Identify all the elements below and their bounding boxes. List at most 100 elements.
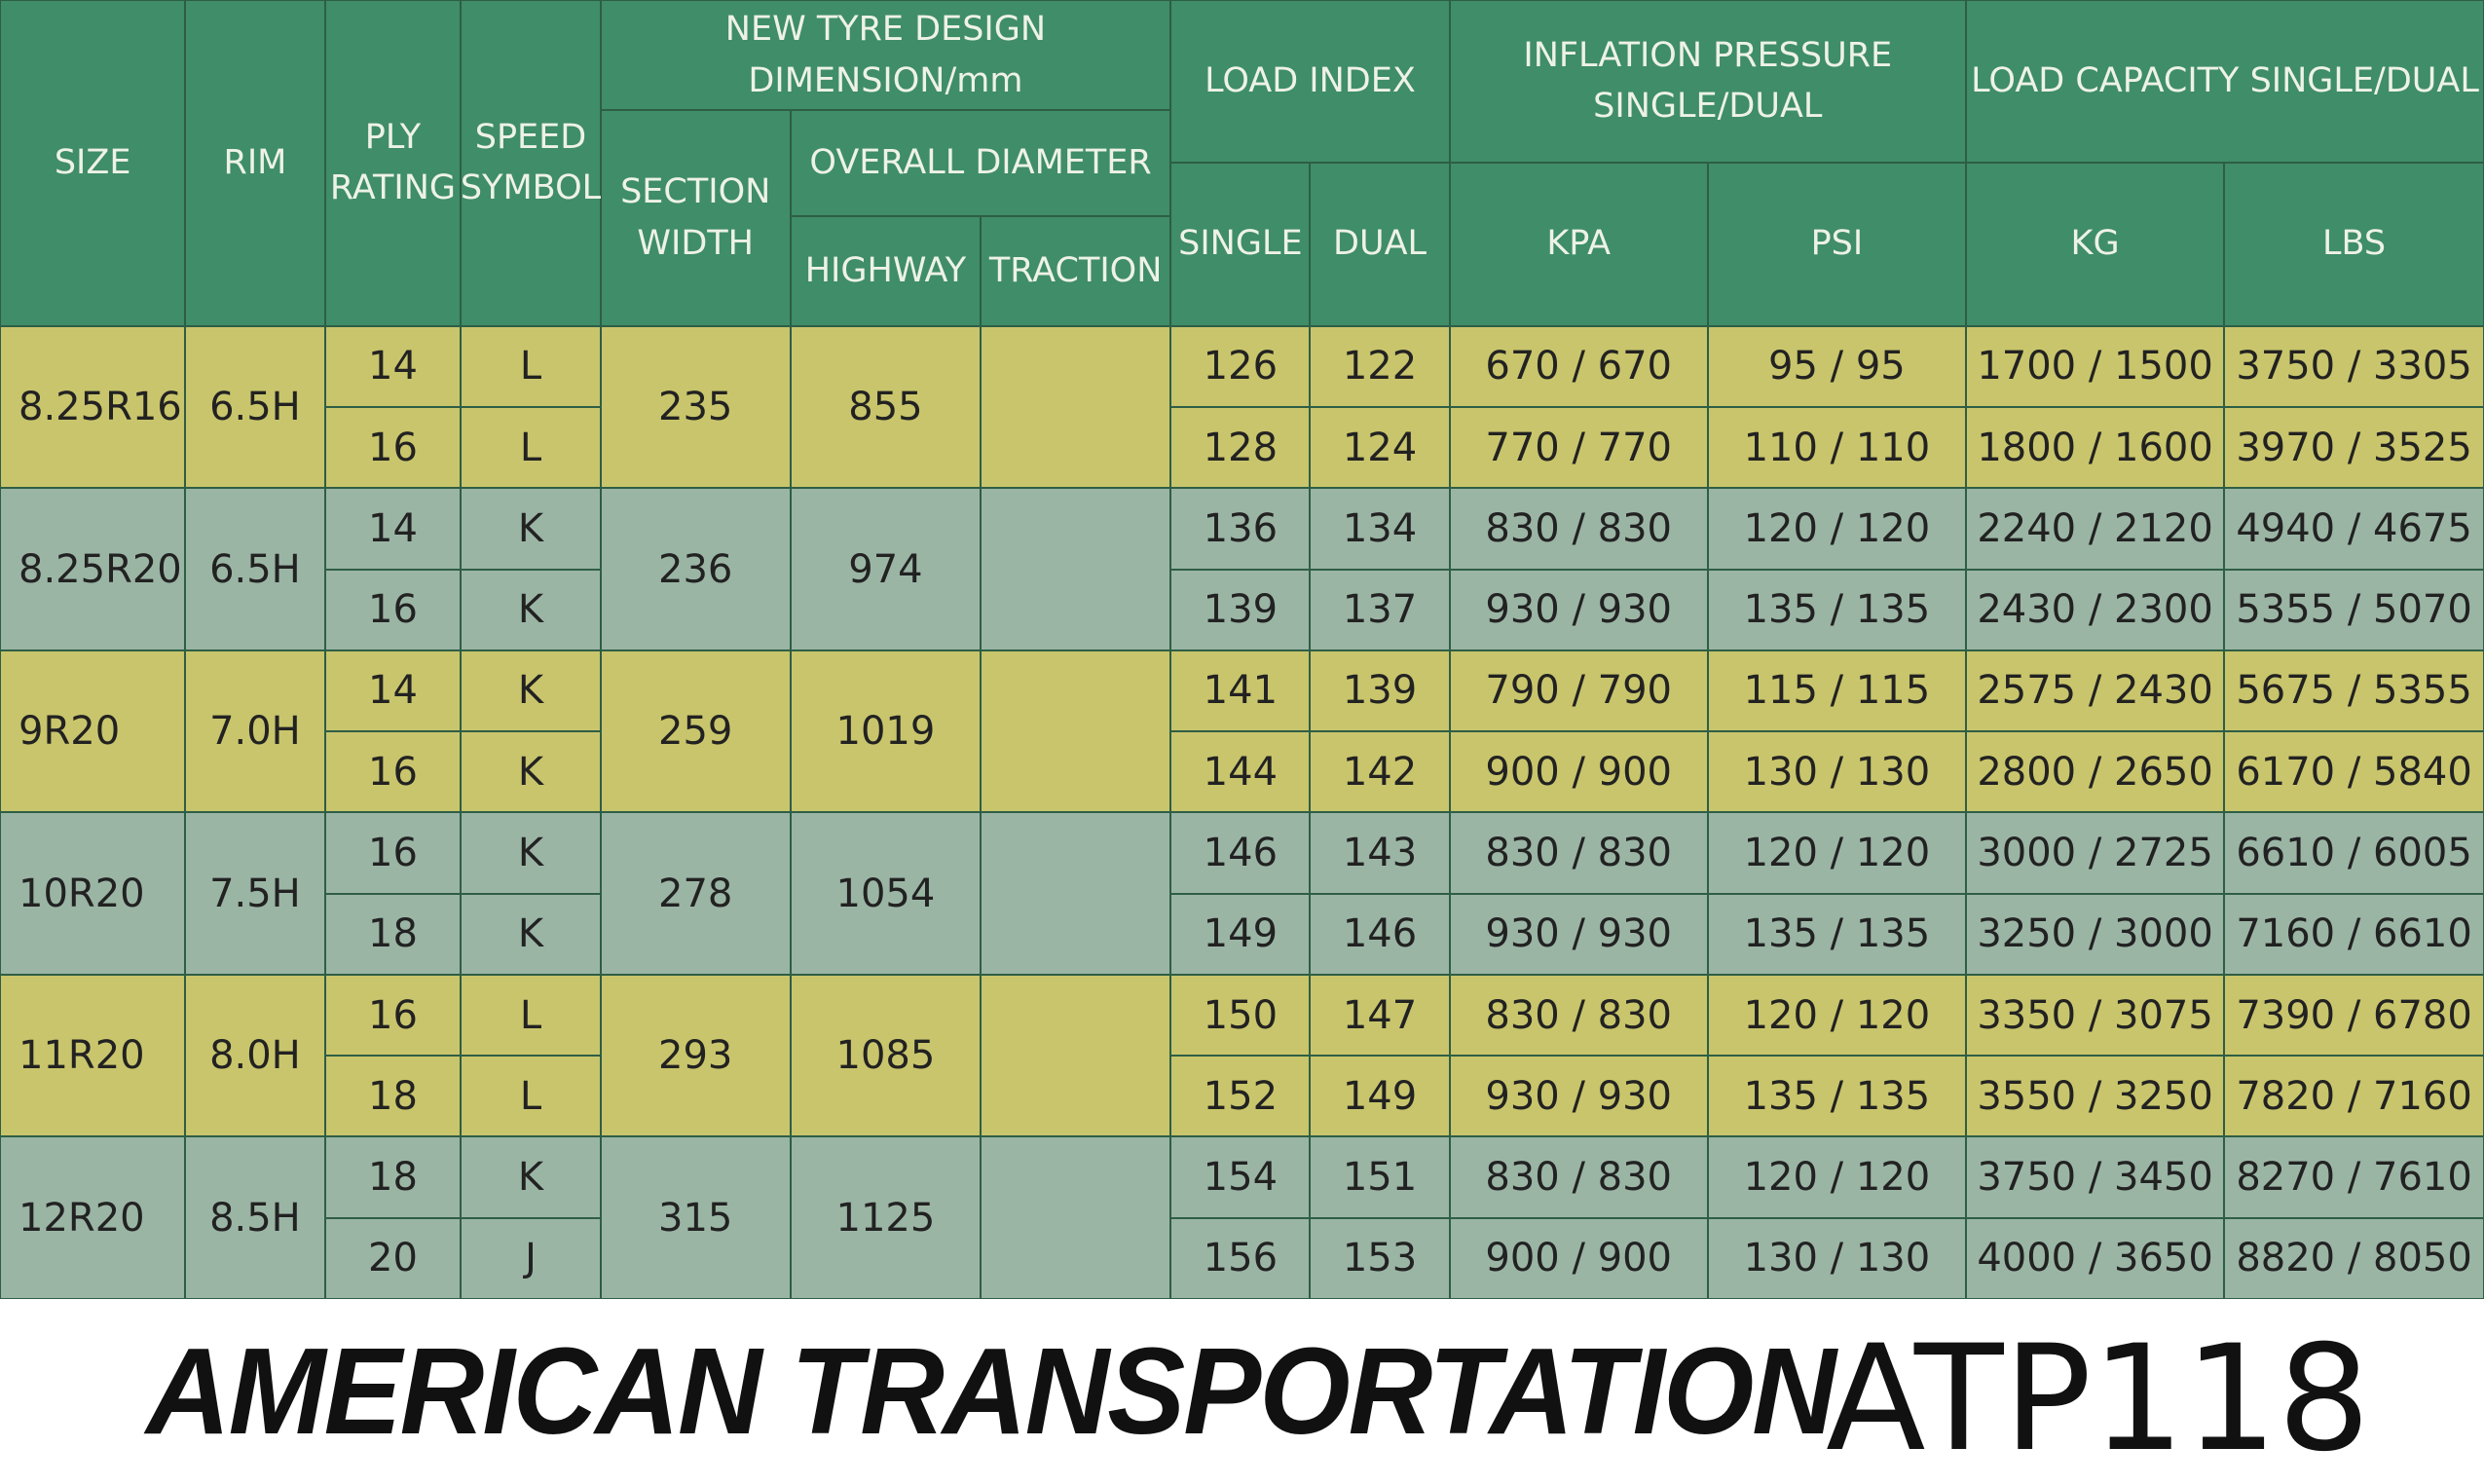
- header-cell: SINGLE: [1170, 162, 1311, 326]
- single-cell: 139: [1170, 569, 1311, 650]
- header-cell: KPA: [1449, 162, 1708, 326]
- psi-cell: 130 / 130: [1707, 1217, 1966, 1300]
- lbs-cell: 8270 / 7610: [2224, 1136, 2484, 1218]
- size-cell: 10R20: [0, 812, 186, 975]
- psi-cell: 120 / 120: [1707, 812, 1966, 894]
- dual-cell: 146: [1310, 893, 1450, 975]
- ply-cell: 16: [324, 812, 462, 894]
- traction-cell: [981, 812, 1171, 975]
- kpa-cell: 830 / 830: [1449, 812, 1708, 894]
- highway-cell: 1125: [790, 1136, 982, 1300]
- lbs-cell: 3970 / 3525: [2224, 407, 2484, 489]
- rim-cell: 8.5H: [185, 1136, 325, 1300]
- single-cell: 144: [1170, 731, 1311, 813]
- speed-cell: L: [461, 974, 601, 1057]
- ply-cell: 16: [324, 569, 462, 650]
- ply-cell: 16: [324, 731, 462, 813]
- psi-cell: 110 / 110: [1707, 407, 1966, 489]
- kpa-cell: 930 / 930: [1449, 569, 1708, 650]
- kpa-cell: 770 / 770: [1449, 407, 1708, 489]
- psi-cell: 130 / 130: [1707, 731, 1966, 813]
- size-cell: 12R20: [0, 1136, 186, 1300]
- header-cell: PLY RATING: [324, 0, 462, 326]
- kg-cell: 1700 / 1500: [1965, 325, 2225, 407]
- section-width-cell: 315: [600, 1136, 791, 1300]
- ply-cell: 14: [324, 325, 462, 407]
- section-width-cell: 259: [600, 649, 791, 813]
- dual-cell: 124: [1310, 407, 1450, 489]
- lbs-cell: 8820 / 8050: [2224, 1217, 2484, 1300]
- ply-cell: 18: [324, 1136, 462, 1218]
- size-cell: 8.25R16: [0, 325, 186, 489]
- traction-cell: [981, 325, 1171, 489]
- header-cell: KG: [1965, 162, 2225, 326]
- kg-cell: 2575 / 2430: [1965, 649, 2225, 732]
- ply-cell: 14: [324, 649, 462, 732]
- kg-cell: 2430 / 2300: [1965, 569, 2225, 650]
- ply-cell: 16: [324, 407, 462, 489]
- dual-cell: 122: [1310, 325, 1450, 407]
- header-cell: RIM: [185, 0, 325, 326]
- speed-cell: L: [461, 407, 601, 489]
- single-cell: 141: [1170, 649, 1311, 732]
- ply-cell: 18: [324, 1056, 462, 1137]
- kg-cell: 3550 / 3250: [1965, 1056, 2225, 1137]
- section-width-cell: 236: [600, 488, 791, 650]
- traction-cell: [981, 488, 1171, 650]
- lbs-cell: 4940 / 4675: [2224, 488, 2484, 570]
- header-cell: PSI: [1707, 162, 1966, 326]
- model-name: ATP118: [1826, 1315, 2371, 1484]
- kpa-cell: 930 / 930: [1449, 1056, 1708, 1137]
- dual-cell: 137: [1310, 569, 1450, 650]
- lbs-cell: 3750 / 3305: [2224, 325, 2484, 407]
- header-cell: SPEED SYMBOL: [461, 0, 601, 326]
- header-cell: INFLATION PRESSURE SINGLE/DUAL: [1449, 0, 1966, 163]
- kpa-cell: 790 / 790: [1449, 649, 1708, 732]
- kpa-cell: 670 / 670: [1449, 325, 1708, 407]
- kpa-cell: 830 / 830: [1449, 974, 1708, 1057]
- kg-cell: 3350 / 3075: [1965, 974, 2225, 1057]
- ply-cell: 14: [324, 488, 462, 570]
- traction-cell: [981, 1136, 1171, 1300]
- header-cell: DUAL: [1310, 162, 1450, 326]
- highway-cell: 855: [790, 325, 982, 489]
- kpa-cell: 900 / 900: [1449, 1217, 1708, 1300]
- single-cell: 154: [1170, 1136, 1311, 1218]
- dual-cell: 142: [1310, 731, 1450, 813]
- ply-cell: 16: [324, 974, 462, 1057]
- header-cell: HIGHWAY: [790, 215, 982, 326]
- section-width-cell: 235: [600, 325, 791, 489]
- psi-cell: 135 / 135: [1707, 569, 1966, 650]
- single-cell: 146: [1170, 812, 1311, 894]
- lbs-cell: 5675 / 5355: [2224, 649, 2484, 732]
- highway-cell: 1085: [790, 974, 982, 1137]
- rim-cell: 6.5H: [185, 325, 325, 489]
- speed-cell: K: [461, 893, 601, 975]
- brand-logo: AMERICAN TRANSPORTATION: [146, 1322, 1836, 1461]
- single-cell: 128: [1170, 407, 1311, 489]
- lbs-cell: 6610 / 6005: [2224, 812, 2484, 894]
- psi-cell: 120 / 120: [1707, 1136, 1966, 1218]
- psi-cell: 120 / 120: [1707, 488, 1966, 570]
- psi-cell: 115 / 115: [1707, 649, 1966, 732]
- dual-cell: 139: [1310, 649, 1450, 732]
- header-cell: SECTION WIDTH: [600, 110, 791, 326]
- ply-cell: 20: [324, 1217, 462, 1300]
- header-cell: OVERALL DIAMETER: [790, 110, 1171, 216]
- header-cell: LOAD CAPACITY SINGLE/DUAL: [1965, 0, 2484, 163]
- rim-cell: 8.0H: [185, 974, 325, 1137]
- lbs-cell: 6170 / 5840: [2224, 731, 2484, 813]
- dual-cell: 143: [1310, 812, 1450, 894]
- highway-cell: 1019: [790, 649, 982, 813]
- lbs-cell: 7390 / 6780: [2224, 974, 2484, 1057]
- highway-cell: 974: [790, 488, 982, 650]
- size-cell: 8.25R20: [0, 488, 186, 650]
- speed-cell: K: [461, 569, 601, 650]
- speed-cell: K: [461, 1136, 601, 1218]
- header-cell: TRACTION: [981, 215, 1171, 326]
- psi-cell: 135 / 135: [1707, 893, 1966, 975]
- header-cell: NEW TYRE DESIGN DIMENSION/mm: [600, 0, 1171, 111]
- speed-cell: K: [461, 488, 601, 570]
- section-width-cell: 278: [600, 812, 791, 975]
